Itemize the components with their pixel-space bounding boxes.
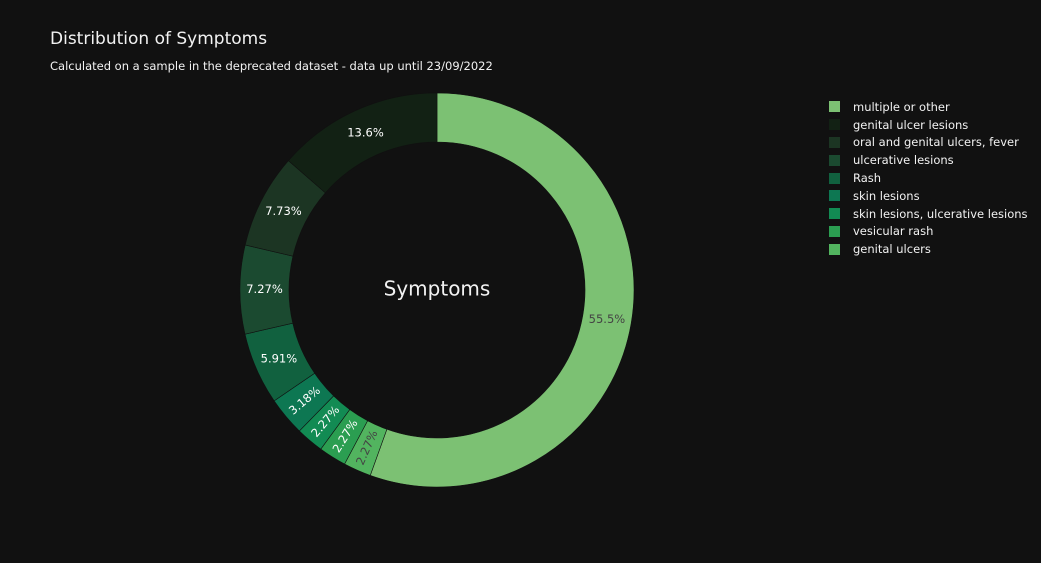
legend-swatch <box>829 208 840 220</box>
legend-label: vesicular rash <box>853 224 934 239</box>
legend-item[interactable]: oral and genital ulcers, fever <box>829 134 1028 152</box>
center-label: Symptoms <box>384 277 491 301</box>
legend-label: ulcerative lesions <box>853 153 954 168</box>
chart-title: Distribution of Symptoms <box>50 29 268 49</box>
legend-label: oral and genital ulcers, fever <box>853 135 1019 150</box>
legend-label: genital ulcers <box>853 242 931 257</box>
legend-label: Rash <box>853 171 882 186</box>
legend-swatch <box>829 101 840 113</box>
legend-swatch <box>829 119 840 131</box>
legend-label: genital ulcer lesions <box>853 117 969 132</box>
legend-item[interactable]: skin lesions <box>829 187 1028 205</box>
legend-item[interactable]: genital ulcer lesions <box>829 116 1028 134</box>
legend-swatch <box>829 136 840 148</box>
legend-item[interactable]: skin lesions, ulcerative lesions <box>829 205 1028 223</box>
legend-swatch <box>829 190 840 202</box>
legend: multiple or other genital ulcer lesions or… <box>829 98 1028 258</box>
legend-item[interactable]: vesicular rash <box>829 223 1028 241</box>
legend-item[interactable]: genital ulcers <box>829 240 1028 258</box>
legend-item[interactable]: ulcerative lesions <box>829 151 1028 169</box>
legend-swatch <box>829 154 840 166</box>
slice-label: 7.73% <box>265 204 302 218</box>
slice-label: 13.6% <box>347 126 384 140</box>
legend-label: skin lesions, ulcerative lesions <box>853 206 1028 221</box>
slice-genital-ulcer-lesions[interactable] <box>287 92 438 194</box>
legend-swatch <box>829 225 840 237</box>
chart-subtitle: Calculated on a sample in the deprecated… <box>50 59 493 73</box>
slice-label: 55.5% <box>589 312 626 326</box>
legend-item[interactable]: Rash <box>829 169 1028 187</box>
legend-label: multiple or other <box>853 99 950 114</box>
legend-swatch <box>829 172 840 184</box>
slice-label: 7.27% <box>246 282 283 296</box>
slice-label: 5.91% <box>261 352 298 366</box>
legend-item[interactable]: multiple or other <box>829 98 1028 116</box>
slice-multiple-or-other[interactable] <box>369 92 635 488</box>
legend-label: skin lesions <box>853 188 920 203</box>
legend-swatch <box>829 243 840 255</box>
